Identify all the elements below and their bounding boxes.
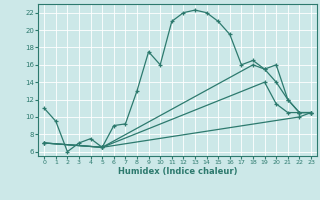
X-axis label: Humidex (Indice chaleur): Humidex (Indice chaleur) <box>118 167 237 176</box>
